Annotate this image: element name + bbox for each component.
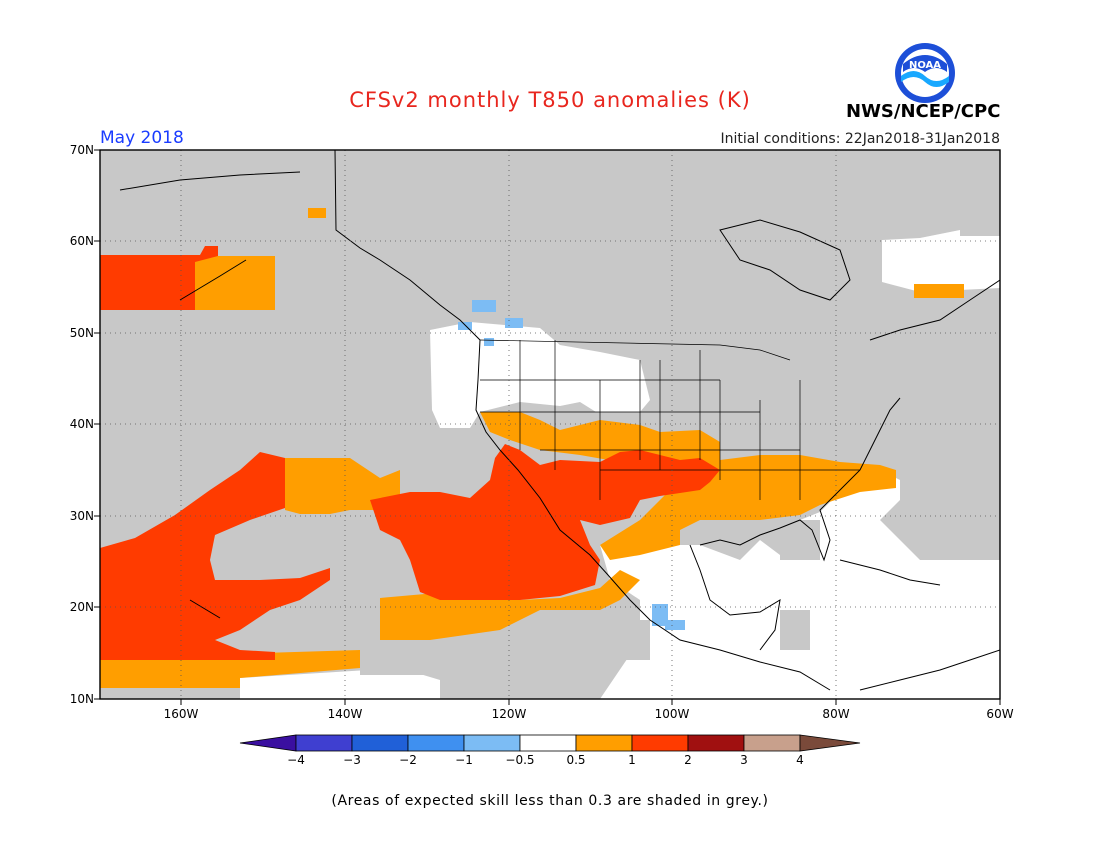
colorbar-cell-2 [351,734,409,752]
colorbar-cell-5 [519,734,577,752]
skill-footnote: (Areas of expected skill less than 0.3 a… [331,793,769,809]
grey-patches [360,200,1000,675]
colorbar-label: −0.5 [505,753,535,767]
graticule [100,150,1000,699]
colorbar [239,734,861,752]
anomaly-neg-0-5-to-1 [458,300,685,630]
colorbar-label: −1 [455,753,473,767]
organization-label: NWS/NCEP/CPC [846,101,1001,122]
lat-label: 60N [69,234,94,248]
colorbar-label: 1 [628,753,636,767]
lon-label: 100W [654,707,690,721]
colorbar-label: −2 [399,753,417,767]
colorbar-cell-4 [463,734,521,752]
colorbar-label: 3 [740,753,748,767]
lon-label: 160W [163,707,199,721]
lat-label: 10N [69,692,94,706]
map-title: CFSv2 monthly T850 anomalies (K) [349,88,751,112]
lat-label: 20N [69,600,94,614]
lat-label: 50N [69,326,94,340]
lat-label: 70N [69,143,94,157]
colorbar-label: −3 [343,753,361,767]
logo-text: NOAA [909,60,941,71]
colorbar-cell-6 [575,734,633,752]
colorbar-cell-0 [239,734,297,752]
lon-label: 120W [491,707,527,721]
colorbar-cell-7 [631,734,689,752]
colorbar-cell-1 [295,734,353,752]
valid-month: May 2018 [100,128,184,148]
colorbar-label: 0.5 [566,753,586,767]
axis-ticks [94,149,1001,705]
colorbar-cell-9 [743,734,801,752]
lon-label: 60W [986,707,1014,721]
initial-conditions: Initial conditions: 22Jan2018-31Jan2018 [720,131,1000,147]
near-normal-regions [240,230,1000,699]
lat-label: 40N [69,417,94,431]
colorbar-cell-8 [687,734,745,752]
lat-label: 30N [69,509,94,523]
lon-label: 140W [327,707,363,721]
colorbar-label: 4 [796,753,804,767]
colorbar-label: −4 [287,753,305,767]
anomaly-1-to-2 [100,246,720,660]
colorbar-label: 2 [684,753,692,767]
colorbar-cell-10 [799,734,861,752]
political-borders [479,339,860,500]
lon-label: 80W [822,707,850,721]
noaa-logo: NOAA [895,43,955,103]
colorbar-cell-3 [407,734,465,752]
